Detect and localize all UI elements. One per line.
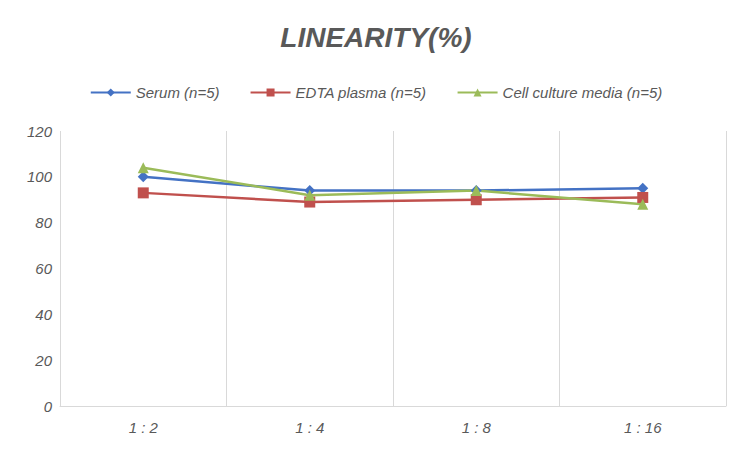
- svg-text:LINEARITY(%): LINEARITY(%): [280, 22, 471, 53]
- svg-text:20: 20: [34, 352, 52, 369]
- svg-text:120: 120: [27, 123, 53, 140]
- svg-text:EDTA plasma (n=5): EDTA plasma (n=5): [296, 84, 426, 101]
- svg-text:0: 0: [44, 398, 53, 415]
- svg-text:80: 80: [35, 214, 52, 231]
- svg-text:40: 40: [35, 306, 52, 323]
- svg-text:1 : 4: 1 : 4: [295, 419, 324, 436]
- svg-text:60: 60: [35, 260, 52, 277]
- svg-text:1 : 8: 1 : 8: [462, 419, 492, 436]
- svg-text:Serum (n=5): Serum (n=5): [136, 84, 220, 101]
- svg-text:1 : 2: 1 : 2: [129, 419, 159, 436]
- svg-text:Cell culture media (n=5): Cell culture media (n=5): [503, 84, 663, 101]
- svg-text:1 : 16: 1 : 16: [624, 419, 662, 436]
- svg-text:100: 100: [27, 168, 53, 185]
